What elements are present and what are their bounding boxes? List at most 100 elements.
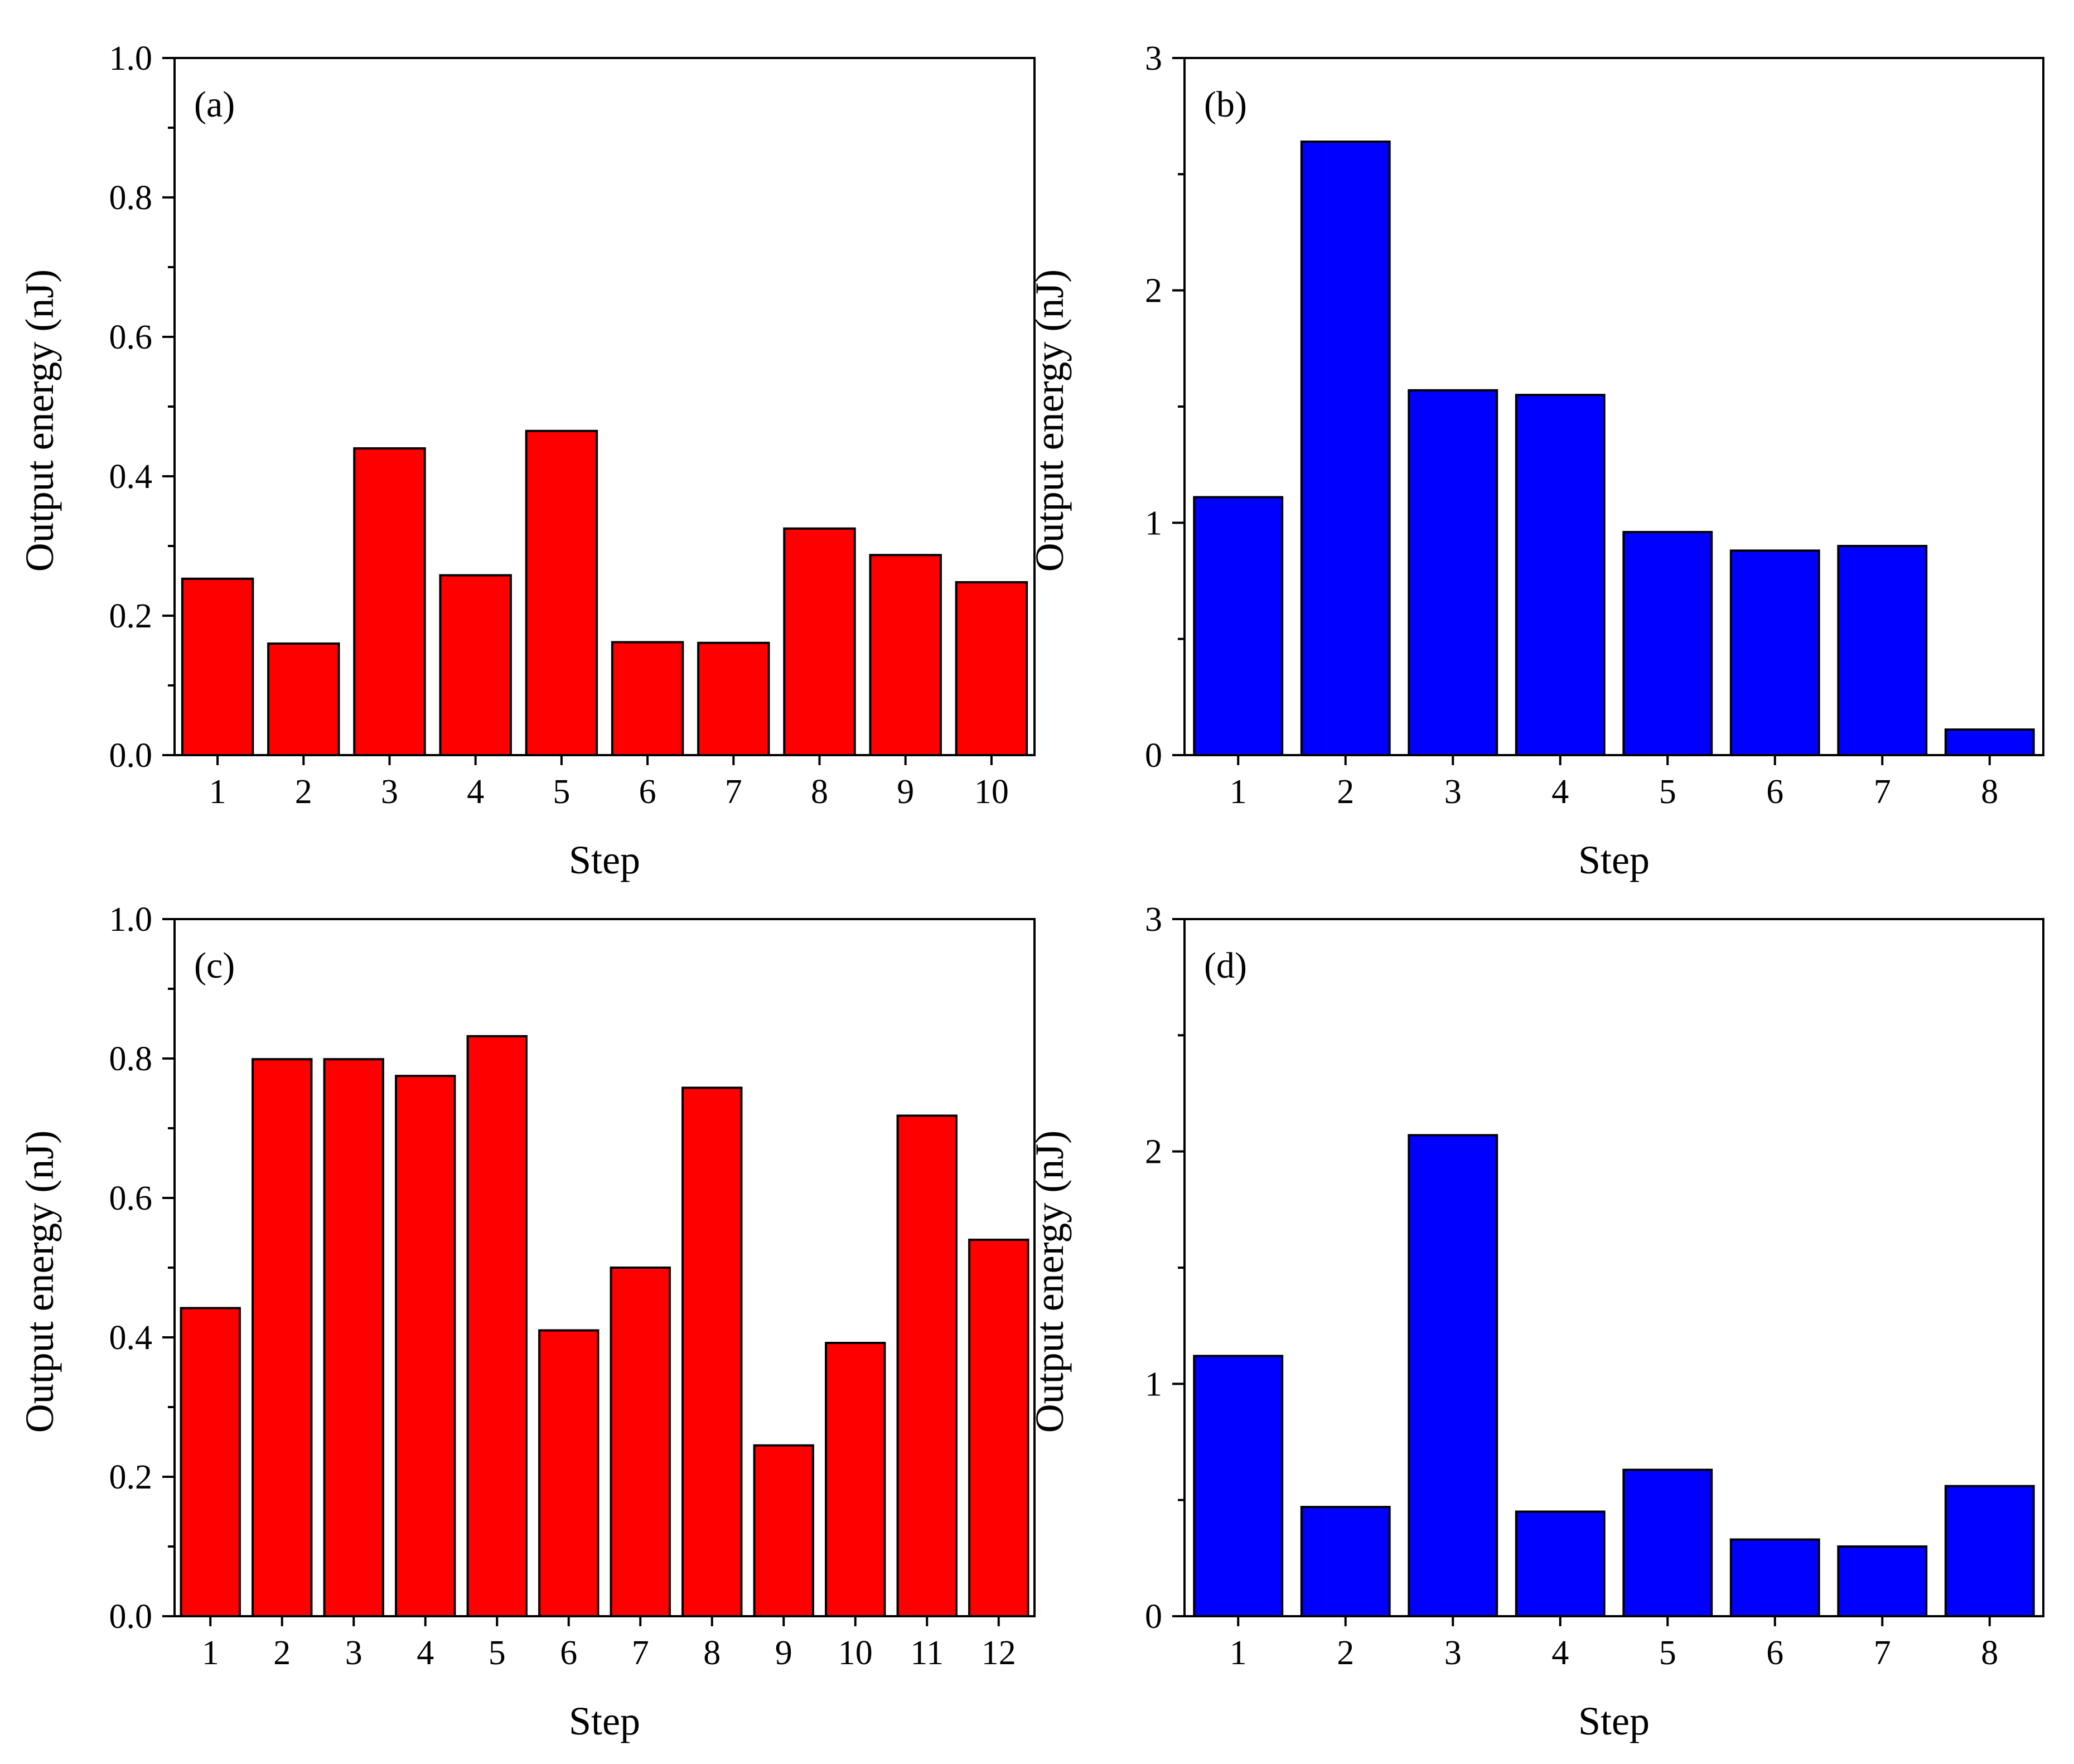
x-tick-label: 6 — [639, 773, 656, 811]
x-tick-label: 4 — [1551, 773, 1569, 811]
bar-step-3 — [1408, 389, 1498, 756]
x-tick-label: 8 — [811, 773, 828, 811]
x-tick-label: 6 — [1766, 1634, 1783, 1672]
y-axis-title: Output energy (nJ) — [1027, 1130, 1072, 1433]
panel-label: (b) — [1204, 84, 1247, 125]
y-tick-label: 3 — [1145, 40, 1162, 78]
x-tick-label: 5 — [489, 1634, 506, 1672]
x-tick-label: 1 — [1230, 773, 1247, 811]
chart-panel-2: 0 1 2 3 1 2 3 4 5 6 7 8 Step Output energy (nJ) (b) — [1027, 40, 2044, 882]
x-tick-label: 2 — [1337, 1634, 1354, 1672]
y-tick-label: 0.4 — [109, 1319, 153, 1357]
x-tick-label: 7 — [632, 1634, 649, 1672]
y-tick-label: 0.0 — [109, 737, 153, 775]
x-tick-label: 10 — [838, 1634, 873, 1672]
bar-step-6 — [1729, 1538, 1820, 1617]
y-tick-label: 2 — [1145, 1133, 1162, 1171]
bar-step-10 — [825, 1342, 886, 1617]
bar-step-9 — [753, 1444, 814, 1617]
bar-step-2 — [1300, 141, 1391, 756]
y-tick-label: 0.8 — [109, 1040, 153, 1078]
y-tick-label: 2 — [1145, 272, 1162, 310]
y-tick-label: 0.0 — [109, 1598, 153, 1636]
x-tick-label: 2 — [273, 1634, 291, 1672]
bar-step-12 — [968, 1239, 1029, 1617]
x-tick-label: 4 — [417, 1634, 434, 1672]
bar-step-7 — [697, 641, 770, 756]
bar-step-2 — [267, 642, 340, 756]
x-axis-title: Step — [1578, 1699, 1650, 1743]
bar-step-6 — [1729, 549, 1820, 757]
x-tick-label: 7 — [725, 773, 742, 811]
y-tick-label: 0.2 — [109, 597, 153, 635]
bar-step-7 — [1837, 1545, 1928, 1617]
y-tick-label: 1.0 — [109, 40, 153, 78]
bar-step-2 — [1300, 1506, 1391, 1617]
y-tick-label: 0.6 — [109, 1180, 153, 1217]
y-tick-label: 1 — [1145, 1365, 1162, 1403]
y-tick-label: 0 — [1145, 1598, 1162, 1636]
x-tick-label: 9 — [775, 1634, 792, 1672]
x-tick-label: 8 — [1981, 1634, 1998, 1672]
bar-step-6 — [611, 641, 684, 756]
x-tick-label: 2 — [295, 773, 312, 811]
bar-step-8 — [1944, 728, 2035, 757]
y-tick-label: 0.2 — [109, 1458, 153, 1496]
y-tick-label: 0 — [1145, 737, 1162, 775]
bar-step-5 — [1622, 1468, 1713, 1617]
bar-step-8 — [681, 1086, 743, 1617]
x-tick-label: 10 — [974, 773, 1009, 811]
x-tick-label: 5 — [1659, 773, 1676, 811]
bar-step-8 — [1944, 1485, 2035, 1617]
x-axis-title: Step — [569, 1699, 640, 1743]
chart-panel-1: 0.0 0.2 0.4 0.6 0.8 1.0 1 2 3 4 5 6 7 8 9 10 Step Output … — [17, 40, 1036, 882]
panel-label: (d) — [1204, 945, 1247, 986]
bar-step-9 — [869, 554, 942, 756]
x-tick-label: 7 — [1874, 773, 1891, 811]
x-tick-label: 2 — [1337, 773, 1354, 811]
x-tick-label: 1 — [202, 1634, 219, 1672]
bar-step-4 — [1515, 1510, 1606, 1617]
bar-step-5 — [1622, 531, 1713, 756]
bar-step-1 — [180, 1307, 241, 1617]
x-tick-label: 3 — [381, 773, 398, 811]
bar-step-4 — [439, 574, 512, 756]
bar-step-1 — [181, 577, 254, 756]
y-tick-label: 0.6 — [109, 318, 153, 356]
bar-step-3 — [323, 1058, 384, 1617]
x-tick-label: 4 — [1551, 1634, 1569, 1672]
x-tick-label: 9 — [897, 773, 914, 811]
bar-step-10 — [955, 581, 1028, 756]
x-tick-label: 6 — [560, 1634, 577, 1672]
chart-panel-3: 0.00.20.40.60.81.01 2 3 4 5 6 7 8 9 10 11 12StepOut… — [17, 901, 1036, 1743]
x-tick-label: 1 — [209, 773, 226, 811]
bar-step-2 — [252, 1058, 313, 1617]
x-tick-label: 7 — [1874, 1634, 1891, 1672]
bar-step-4 — [1515, 394, 1606, 756]
chart-panel-4: 0 1 2 3 1 2 3 4 5 6 7 8 Step Output energy (nJ) (d) — [1027, 901, 2044, 1743]
x-tick-label: 5 — [553, 773, 570, 811]
x-axis-title: Step — [569, 838, 640, 882]
y-tick-label: 0.4 — [109, 458, 153, 496]
x-tick-label: 11 — [910, 1634, 944, 1672]
y-tick-label: 3 — [1145, 901, 1162, 939]
bar-step-7 — [610, 1267, 671, 1617]
y-tick-label: 1.0 — [109, 901, 153, 939]
x-tick-label: 3 — [1444, 773, 1462, 811]
bar-step-3 — [1408, 1134, 1498, 1617]
x-axis-title: Step — [1578, 838, 1650, 882]
bar-step-6 — [538, 1329, 600, 1617]
bar-step-4 — [395, 1075, 456, 1617]
panel-label: (a) — [194, 84, 235, 125]
bar-step-5 — [466, 1035, 528, 1617]
bar-step-1 — [1193, 1355, 1284, 1618]
x-tick-label: 3 — [345, 1634, 362, 1672]
y-tick-label: 1 — [1145, 504, 1162, 542]
bar-step-3 — [353, 447, 426, 756]
bar-step-8 — [783, 527, 856, 756]
y-axis-title: Output energy (nJ) — [17, 269, 62, 572]
x-tick-label: 8 — [1981, 773, 1998, 811]
x-tick-label: 12 — [982, 1634, 1016, 1672]
x-tick-label: 8 — [703, 1634, 721, 1672]
